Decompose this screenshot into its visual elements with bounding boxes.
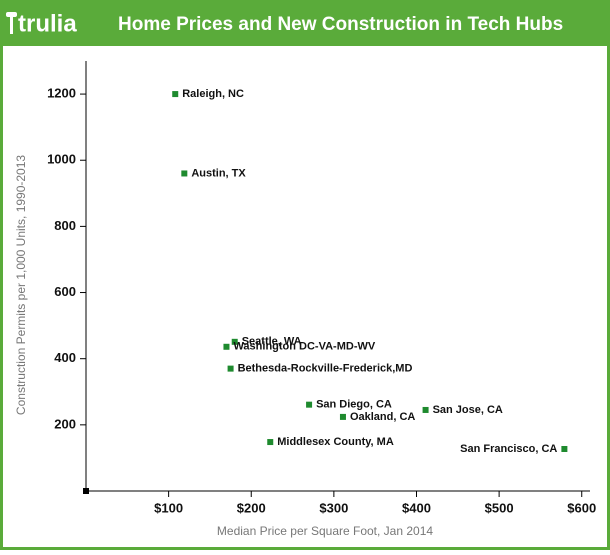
y-tick-label: 400 <box>54 350 76 365</box>
point-label: Seattle, WA <box>242 336 302 348</box>
point <box>231 338 238 345</box>
x-tick-label: $500 <box>485 500 514 515</box>
header-band <box>0 0 610 46</box>
point <box>561 445 568 452</box>
y-tick-label: 800 <box>54 218 76 233</box>
x-tick-label: $600 <box>567 500 596 515</box>
point-label: Bethesda-Rockville-Frederick,MD <box>238 363 413 375</box>
chart-title: Home Prices and New Construction in Tech… <box>118 14 563 35</box>
point <box>306 401 313 408</box>
point <box>339 413 346 420</box>
point-label: Austin, TX <box>191 167 246 179</box>
brand: trulia <box>18 10 77 37</box>
y-tick-label: 1000 <box>47 152 76 167</box>
point-label: San Francisco, CA <box>460 443 557 455</box>
point <box>227 365 234 372</box>
y-tick-label: 1200 <box>47 86 76 101</box>
point-label: San Diego, CA <box>316 399 392 411</box>
y-tick-label: 600 <box>54 284 76 299</box>
point <box>422 406 429 413</box>
point <box>267 439 274 446</box>
point <box>181 170 188 177</box>
point-label: Middlesex County, MA <box>277 436 394 448</box>
y-tick-label: 200 <box>54 416 76 431</box>
logo-icon <box>6 12 17 34</box>
x-tick-label: $400 <box>402 500 431 515</box>
y-axis-label: Construction Permits per 1,000 Units, 19… <box>14 155 28 415</box>
point <box>223 343 230 350</box>
x-tick-label: $100 <box>154 500 183 515</box>
x-tick-label: $200 <box>237 500 266 515</box>
x-axis-label: Median Price per Square Foot, Jan 2014 <box>217 524 433 538</box>
x-tick-label: $300 <box>319 500 348 515</box>
origin-marker <box>83 488 89 494</box>
point-label: Oakland, CA <box>350 411 415 423</box>
point-label: Raleigh, NC <box>182 88 244 100</box>
point-label: Washington DC-VA-MD-WV <box>233 341 375 353</box>
point <box>172 91 179 98</box>
point-label: San Jose, CA <box>433 404 503 416</box>
